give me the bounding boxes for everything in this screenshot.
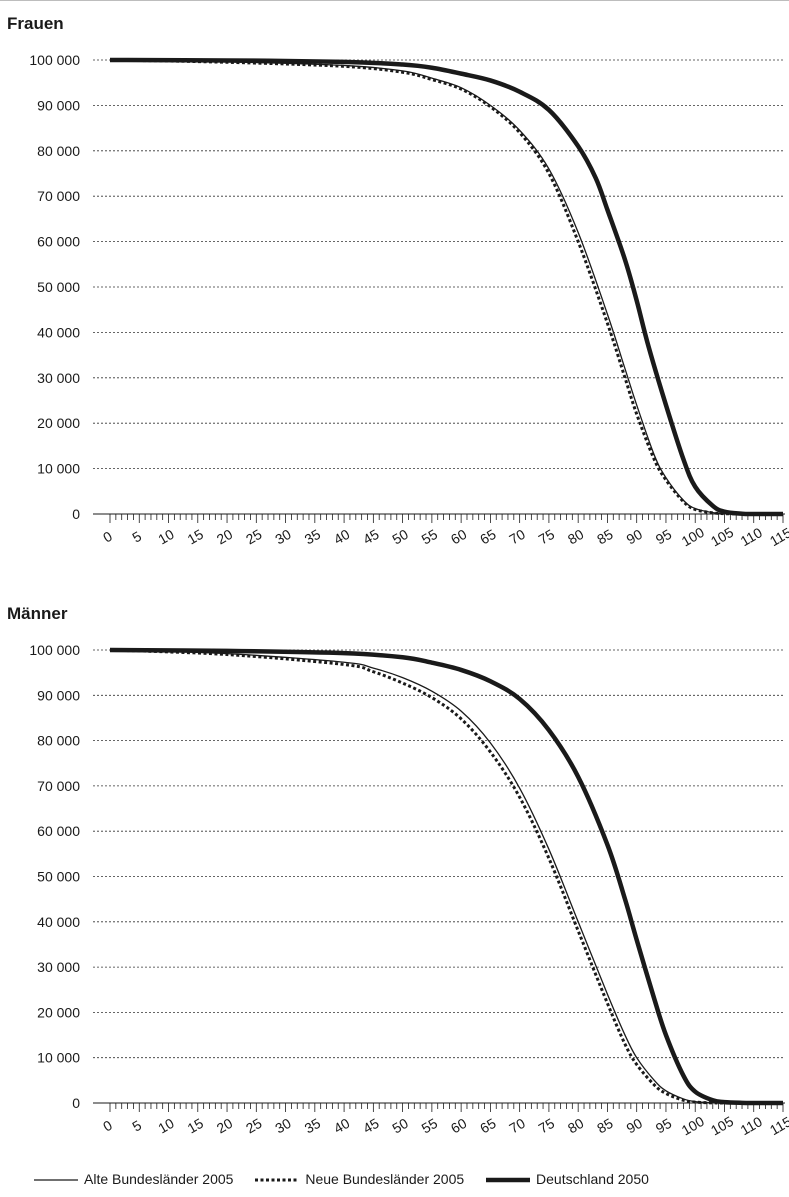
chart-title-maenner: Männer [7, 604, 68, 623]
x-tick-label: 20 [214, 1115, 236, 1137]
y-tick-label: 80 000 [37, 733, 80, 749]
y-tick-label: 80 000 [37, 143, 80, 159]
x-tick-label: 75 [536, 526, 558, 548]
legend-swatch-thin [34, 1179, 78, 1181]
x-tick-label: 105 [708, 524, 736, 550]
x-tick-label: 45 [360, 526, 382, 548]
legend-label-deutschland: Deutschland 2050 [536, 1171, 649, 1187]
x-tick-label: 115 [767, 524, 789, 549]
y-tick-label: 50 000 [37, 279, 80, 295]
x-tick-label: 35 [302, 1115, 324, 1137]
legend-swatch-dotted [255, 1178, 300, 1182]
y-tick-label: 60 000 [37, 234, 80, 250]
x-tick-label: 65 [477, 1115, 499, 1137]
legend-label-alte: Alte Bundesländer 2005 [84, 1171, 234, 1187]
x-tick-label: 100 [679, 1113, 707, 1139]
x-tick-label: 40 [331, 1115, 353, 1137]
y-tick-label: 70 000 [37, 188, 80, 204]
legend: Alte Bundesländer 2005 Neue Bundesländer… [34, 1171, 667, 1187]
x-tick-label: 110 [738, 524, 766, 549]
x-tick-label: 15 [185, 1115, 207, 1137]
x-tick-label: 35 [302, 526, 324, 548]
legend-swatch-thick [486, 1178, 531, 1183]
series-line-neue-bundesl-nder-2005 [109, 648, 783, 1105]
y-tick-label: 30 000 [37, 370, 80, 386]
x-tick-label: 105 [708, 1113, 736, 1139]
y-tick-label: 90 000 [37, 97, 80, 113]
x-tick-label: 85 [594, 1115, 616, 1137]
x-tick-label: 70 [506, 1115, 528, 1137]
x-tick-label: 50 [389, 1115, 411, 1137]
series-line-neue-bundesl-nder-2005 [109, 58, 784, 516]
x-tick-label: 80 [565, 1115, 587, 1137]
x-tick-label: 90 [623, 526, 645, 548]
x-tick-label: 30 [272, 526, 294, 548]
x-tick-label: 70 [506, 526, 528, 548]
x-tick-label: 80 [565, 526, 587, 548]
top-rule [0, 0, 789, 1]
x-tick-label: 75 [536, 1115, 558, 1137]
y-tick-label: 10 000 [37, 1050, 80, 1066]
y-tick-label: 100 000 [29, 52, 80, 68]
x-tick-label: 25 [243, 1115, 265, 1137]
chart-title-frauen: Frauen [7, 14, 64, 33]
y-tick-label: 70 000 [37, 778, 80, 794]
x-tick-label: 50 [389, 526, 411, 548]
legend-item-deutschland: Deutschland 2050 [486, 1171, 649, 1187]
x-tick-label: 5 [129, 1117, 144, 1135]
x-tick-label: 0 [100, 1117, 115, 1135]
y-tick-label: 100 000 [29, 642, 80, 658]
x-tick-label: 40 [331, 526, 353, 548]
y-tick-label: 20 000 [37, 415, 80, 431]
legend-label-neue: Neue Bundesländer 2005 [305, 1171, 465, 1187]
x-tick-label: 10 [155, 1115, 177, 1137]
x-tick-label: 0 [100, 528, 115, 546]
y-tick-label: 20 000 [37, 1004, 80, 1020]
x-tick-label: 95 [653, 526, 675, 548]
y-tick-label: 0 [72, 506, 80, 522]
legend-item-neue: Neue Bundesländer 2005 [255, 1171, 464, 1187]
series-line-deutschland-2050 [109, 647, 784, 1106]
y-tick-label: 50 000 [37, 869, 80, 885]
x-tick-label: 5 [129, 528, 144, 546]
x-tick-label: 115 [767, 1113, 789, 1138]
x-tick-label: 55 [419, 526, 441, 548]
y-tick-label: 60 000 [37, 823, 80, 839]
y-tick-label: 30 000 [37, 959, 80, 975]
x-tick-label: 55 [419, 1115, 441, 1137]
y-tick-label: 40 000 [37, 914, 80, 930]
x-tick-label: 110 [738, 1113, 766, 1138]
y-tick-label: 0 [72, 1095, 80, 1111]
x-tick-label: 100 [679, 524, 707, 550]
x-tick-label: 85 [594, 526, 616, 548]
x-tick-label: 10 [155, 526, 177, 548]
x-tick-label: 60 [448, 526, 470, 548]
x-tick-label: 95 [653, 1115, 675, 1137]
x-tick-label: 90 [623, 1115, 645, 1137]
x-tick-label: 15 [185, 526, 207, 548]
legend-item-alte: Alte Bundesländer 2005 [34, 1171, 233, 1187]
x-tick-label: 30 [272, 1115, 294, 1137]
x-tick-label: 45 [360, 1115, 382, 1137]
y-tick-label: 90 000 [37, 687, 80, 703]
y-tick-label: 40 000 [37, 324, 80, 340]
series-line-deutschland-2050 [109, 57, 784, 517]
y-tick-label: 10 000 [37, 461, 80, 477]
x-tick-label: 20 [214, 526, 236, 548]
x-tick-label: 65 [477, 526, 499, 548]
x-tick-label: 25 [243, 526, 265, 548]
x-tick-label: 60 [448, 1115, 470, 1137]
